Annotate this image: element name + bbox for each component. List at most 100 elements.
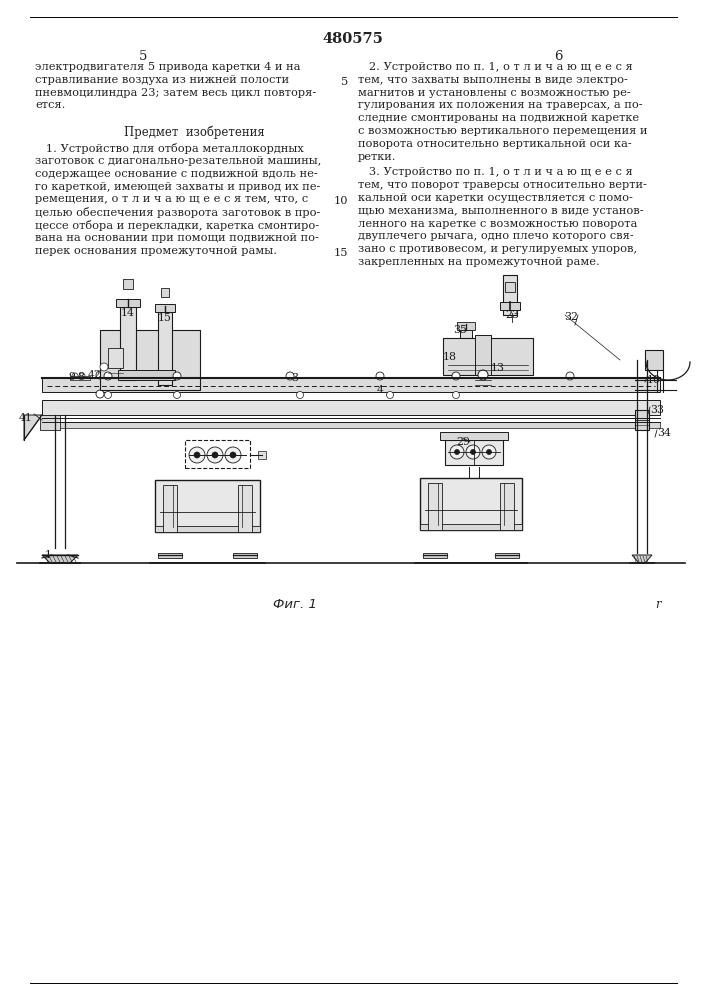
Bar [233, 553, 257, 558]
Circle shape [105, 391, 112, 398]
Text: гулирования их положения на траверсах, а по-: гулирования их положения на траверсах, а… [358, 100, 643, 110]
Bar [100, 330, 200, 390]
Circle shape [230, 452, 236, 458]
Text: ленного на каретке с возможностью поворота: ленного на каретке с возможностью поворо… [358, 219, 638, 229]
Text: 8: 8 [78, 372, 85, 382]
Text: щью механизма, выполненного в виде установ-: щью механизма, выполненного в виде устан… [358, 206, 643, 216]
Text: перек основания промежуточной рамы.: перек основания промежуточной рамы. [35, 246, 277, 256]
Bar [161, 288, 169, 297]
Circle shape [173, 372, 181, 380]
Text: 6: 6 [554, 50, 562, 63]
Bar [645, 350, 663, 370]
Bar [40, 415, 60, 430]
Circle shape [96, 390, 104, 398]
Bar [155, 526, 260, 532]
Circle shape [207, 447, 223, 463]
Text: 5: 5 [341, 77, 348, 87]
Text: с возможностью вертикального перемещения и: с возможностью вертикального перемещения… [358, 126, 648, 136]
Text: 3. Устройство по п. 1, о т л и ч а ю щ е е с я: 3. Устройство по п. 1, о т л и ч а ю щ е… [358, 167, 633, 177]
Circle shape [225, 447, 241, 463]
Circle shape [566, 372, 574, 380]
Text: 15: 15 [158, 313, 172, 323]
Polygon shape [24, 415, 42, 440]
Bar [118, 370, 175, 380]
Circle shape [482, 445, 496, 459]
Circle shape [452, 372, 460, 380]
Text: пневмоцилиндра 23; затем весь цикл повторя-: пневмоцилиндра 23; затем весь цикл повто… [35, 88, 316, 98]
Bar [158, 312, 172, 385]
Text: следние смонтированы на подвижной каретке: следние смонтированы на подвижной каретк… [358, 113, 639, 123]
Text: 18: 18 [443, 352, 457, 362]
Circle shape [104, 372, 112, 380]
Text: вана на основании при помощи подвижной по-: вана на основании при помощи подвижной п… [35, 233, 319, 243]
Text: кальной оси каретки осуществляется с помо-: кальной оси каретки осуществляется с пом… [358, 193, 633, 203]
Bar [42, 422, 660, 428]
Bar [108, 348, 123, 368]
Bar [428, 483, 442, 530]
Bar [258, 451, 266, 459]
Circle shape [212, 452, 218, 458]
Bar [420, 478, 522, 530]
Circle shape [455, 450, 460, 454]
Circle shape [296, 391, 303, 398]
Bar [443, 338, 533, 375]
Bar [42, 378, 660, 392]
Bar [163, 485, 177, 532]
Text: 9: 9 [69, 372, 76, 382]
Text: ется.: ется. [35, 100, 65, 110]
Text: 34: 34 [657, 428, 671, 438]
Circle shape [376, 372, 384, 380]
Text: 480575: 480575 [322, 32, 383, 46]
Bar [500, 302, 520, 310]
Text: Фиг. 1: Фиг. 1 [273, 598, 317, 611]
Text: 14: 14 [121, 308, 135, 318]
Circle shape [452, 391, 460, 398]
Circle shape [100, 363, 108, 371]
Text: заготовок с диагонально-резательной машины,: заготовок с диагонально-резательной маши… [35, 156, 322, 166]
Text: стравливание воздуха из нижней полости: стравливание воздуха из нижней полости [35, 75, 289, 85]
Text: 10: 10 [334, 196, 348, 206]
Circle shape [286, 372, 294, 380]
Text: 2. Устройство по п. 1, о т л и ч а ю щ е е с я: 2. Устройство по п. 1, о т л и ч а ю щ е… [358, 62, 633, 72]
Bar [457, 322, 475, 330]
Circle shape [478, 370, 488, 380]
Bar [423, 553, 447, 558]
Bar [503, 275, 517, 315]
Bar [445, 440, 503, 465]
Bar [158, 553, 182, 558]
Circle shape [96, 371, 104, 379]
Text: 13: 13 [491, 363, 505, 373]
Text: магнитов и установлены с возможностью ре-: магнитов и установлены с возможностью ре… [358, 88, 631, 98]
Text: двуплечего рычага, одно плечо которого свя-: двуплечего рычага, одно плечо которого с… [358, 231, 633, 241]
Text: Предмет  изобретения: Предмет изобретения [124, 125, 264, 139]
Text: содержащее основание с подвижной вдоль не-: содержащее основание с подвижной вдоль н… [35, 169, 317, 179]
Text: 15: 15 [334, 248, 348, 258]
Text: 3: 3 [291, 373, 298, 383]
Bar [495, 553, 519, 558]
Text: закрепленных на промежуточной раме.: закрепленных на промежуточной раме. [358, 257, 600, 267]
Bar [420, 524, 522, 530]
Text: тем, что поворот траверсы относительно верти-: тем, что поворот траверсы относительно в… [358, 180, 647, 190]
Bar [116, 299, 140, 307]
Text: 41: 41 [19, 413, 33, 423]
Text: 10: 10 [647, 375, 661, 385]
Bar [238, 485, 252, 532]
Bar [505, 282, 515, 292]
Circle shape [189, 447, 205, 463]
Text: 23: 23 [505, 310, 519, 320]
Bar [155, 480, 260, 532]
Text: 5: 5 [139, 50, 147, 63]
Bar [460, 330, 472, 365]
Text: го кареткой, имеющей захваты и привод их пе-: го кареткой, имеющей захваты и привод их… [35, 182, 320, 192]
Circle shape [79, 373, 85, 379]
Text: цессе отбора и перекладки, каретка смонтиро-: цессе отбора и перекладки, каретка смонт… [35, 220, 319, 231]
Text: 29: 29 [456, 437, 470, 447]
Polygon shape [632, 555, 652, 563]
Bar [500, 483, 514, 530]
Bar [185, 440, 250, 468]
Text: 1: 1 [45, 550, 52, 560]
Circle shape [72, 373, 78, 379]
Bar [123, 279, 133, 289]
Circle shape [466, 445, 480, 459]
Text: целью обеспечения разворота заготовок в про-: целью обеспечения разворота заготовок в … [35, 207, 320, 218]
